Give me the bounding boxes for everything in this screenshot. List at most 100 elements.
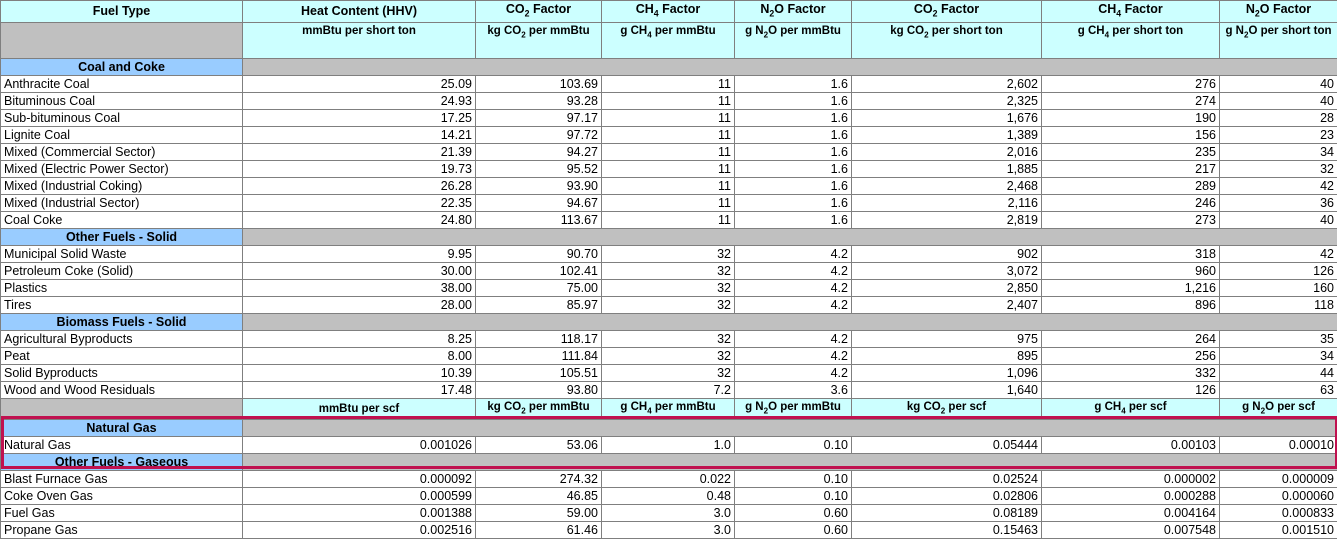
table-row-cell-4: 4.2: [735, 279, 852, 296]
table-row-cell-1: 22.35: [243, 194, 476, 211]
table-row-cell-2: 85.97: [476, 296, 602, 313]
table-row-cell-6: 1,216: [1042, 279, 1220, 296]
table-row-cell-5: 2,819: [852, 211, 1042, 228]
table-row-cell-1: 17.25: [243, 109, 476, 126]
table-row-cell-2: 97.72: [476, 126, 602, 143]
table-row-cell-0: Coal Coke: [1, 211, 243, 228]
table-row-cell-5: 2,325: [852, 92, 1042, 109]
table-row-cell-7: 0.001510: [1220, 521, 1337, 538]
table-row-cell-7: 40: [1220, 211, 1337, 228]
section-filler: [243, 419, 1337, 436]
table-row-cell-1: 30.00: [243, 262, 476, 279]
table-row-cell-6: 960: [1042, 262, 1220, 279]
header-row-cell-6: CH4 Factor: [1042, 1, 1220, 23]
table-row-cell-0: Plastics: [1, 279, 243, 296]
table-row-cell-1: 0.002516: [243, 521, 476, 538]
table-row-cell-4: 1.6: [735, 92, 852, 109]
table-row-cell-1: 25.09: [243, 75, 476, 92]
table-row-cell-2: 59.00: [476, 504, 602, 521]
table-row-cell-0: Sub-bituminous Coal: [1, 109, 243, 126]
table-row-cell-3: 11: [602, 194, 735, 211]
table-row-cell-0: Coke Oven Gas: [1, 487, 243, 504]
header-row-cell-1: Heat Content (HHV): [243, 1, 476, 23]
section-title: Other Fuels - Gaseous: [1, 453, 243, 470]
table-row-cell-1: 8.00: [243, 347, 476, 364]
table-row-cell-0: Fuel Gas: [1, 504, 243, 521]
table-row-cell-6: 276: [1042, 75, 1220, 92]
header-row-cell-4: N2O Factor: [735, 1, 852, 23]
table-row-cell-4: 0.10: [735, 436, 852, 453]
table-row-cell-3: 11: [602, 109, 735, 126]
table-row-cell-0: Mixed (Industrial Coking): [1, 177, 243, 194]
table-row-cell-4: 1.6: [735, 194, 852, 211]
units-row-cell-1: mmBtu per short ton: [243, 22, 476, 58]
table-row-cell-4: 4.2: [735, 364, 852, 381]
table-row-cell-6: 0.00103: [1042, 436, 1220, 453]
units-row-cell-0: [1, 22, 243, 58]
table-row-cell-6: 126: [1042, 381, 1220, 398]
section-title: Biomass Fuels - Solid: [1, 313, 243, 330]
units-row-gas-cell-0: [1, 398, 243, 419]
table-row-cell-0: Propane Gas: [1, 521, 243, 538]
table-row-cell-0: Mixed (Industrial Sector): [1, 194, 243, 211]
table-row-cell-0: Wood and Wood Residuals: [1, 381, 243, 398]
table-row-cell-7: 42: [1220, 177, 1337, 194]
table-row-cell-7: 160: [1220, 279, 1337, 296]
table-row-cell-5: 2,407: [852, 296, 1042, 313]
units-row-cell-4: g N2O per mmBtu: [735, 22, 852, 58]
table-row-cell-7: 36: [1220, 194, 1337, 211]
table-row-cell-2: 94.67: [476, 194, 602, 211]
table-row-cell-5: 1,676: [852, 109, 1042, 126]
table-row-cell-7: 0.00010: [1220, 436, 1337, 453]
table-row-cell-2: 105.51: [476, 364, 602, 381]
table-row-cell-5: 1,096: [852, 364, 1042, 381]
units-row-gas-cell-2: kg CO2 per mmBtu: [476, 398, 602, 419]
table-row-cell-2: 274.32: [476, 470, 602, 487]
table-row-cell-4: 0.10: [735, 487, 852, 504]
table-row-cell-3: 32: [602, 296, 735, 313]
table-row-cell-7: 23: [1220, 126, 1337, 143]
table-row-cell-1: 38.00: [243, 279, 476, 296]
table-row-cell-6: 896: [1042, 296, 1220, 313]
table-row-cell-3: 7.2: [602, 381, 735, 398]
table-row-cell-5: 2,016: [852, 143, 1042, 160]
table-row-cell-3: 11: [602, 211, 735, 228]
units-row-gas-cell-3: g CH4 per mmBtu: [602, 398, 735, 419]
table-row-cell-2: 53.06: [476, 436, 602, 453]
units-row-gas-cell-6: g CH4 per scf: [1042, 398, 1220, 419]
table-row-cell-6: 156: [1042, 126, 1220, 143]
table-row-cell-1: 17.48: [243, 381, 476, 398]
table-row-cell-2: 61.46: [476, 521, 602, 538]
section-header-row: Biomass Fuels - Solid: [1, 313, 1337, 330]
table-row-cell-2: 46.85: [476, 487, 602, 504]
header-row-cell-5: CO2 Factor: [852, 1, 1042, 23]
table-row-cell-7: 40: [1220, 75, 1337, 92]
table-row-cell-4: 4.2: [735, 347, 852, 364]
table-row-cell-6: 0.000002: [1042, 470, 1220, 487]
table-row-cell-3: 1.0: [602, 436, 735, 453]
table-row-cell-2: 75.00: [476, 279, 602, 296]
table-row-cell-7: 40: [1220, 92, 1337, 109]
table-row-cell-7: 0.000833: [1220, 504, 1337, 521]
section-filler: [243, 453, 1337, 470]
table-row-cell-7: 34: [1220, 143, 1337, 160]
table-row-cell-5: 902: [852, 245, 1042, 262]
table-row-cell-4: 0.60: [735, 504, 852, 521]
table-row-cell-2: 95.52: [476, 160, 602, 177]
table-row-cell-5: 2,468: [852, 177, 1042, 194]
